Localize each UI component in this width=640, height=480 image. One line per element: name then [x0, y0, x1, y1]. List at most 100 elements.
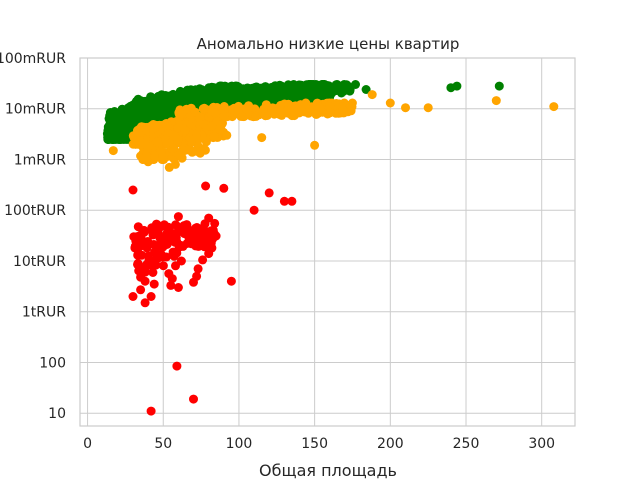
low-point: [491, 96, 501, 106]
anomaly-point: [140, 298, 150, 308]
x-tick-label: 50: [154, 436, 172, 452]
low-point: [347, 102, 357, 112]
normal-point: [219, 87, 229, 97]
y-tick-label: 1tRUR: [22, 305, 66, 321]
anomaly-point: [173, 283, 183, 292]
normal-point: [494, 81, 504, 91]
data-points: [102, 80, 559, 416]
anomaly-point: [133, 258, 143, 268]
low-point: [173, 123, 183, 133]
anomaly-point: [146, 292, 156, 301]
low-point: [276, 107, 286, 117]
low-point: [237, 112, 247, 121]
normal-point: [238, 88, 248, 98]
anomaly-point: [158, 261, 168, 271]
anomaly-point: [198, 255, 208, 265]
plot-frame: [79, 57, 576, 427]
normal-point: [302, 82, 312, 92]
low-point: [242, 104, 252, 114]
anomaly-point: [192, 235, 202, 245]
y-tick-label: 10mRUR: [5, 102, 66, 118]
low-point: [209, 131, 219, 141]
anomaly-point: [172, 361, 182, 371]
chart-title: Аномально низкие цены квартир: [197, 35, 460, 53]
normal-point: [118, 134, 128, 144]
low-point: [222, 130, 232, 140]
y-tick-label: 10: [48, 406, 66, 422]
anomaly-point: [155, 233, 165, 243]
low-point: [310, 140, 320, 150]
anomaly-point: [226, 276, 236, 286]
anomaly-point: [128, 185, 138, 195]
anomaly-point: [287, 196, 297, 206]
low-point: [251, 111, 261, 121]
anomaly-point: [142, 243, 152, 253]
x-tick-labels: 0 50 100 150 200 250 300: [83, 436, 555, 452]
x-tick-label: 150: [301, 436, 328, 452]
anomaly-point: [187, 226, 196, 236]
anomaly-point: [140, 276, 150, 286]
low-point: [162, 122, 172, 132]
low-point: [289, 111, 299, 121]
anomaly-point: [150, 247, 160, 257]
low-point: [267, 104, 277, 114]
anomaly-point: [146, 260, 156, 270]
x-axis-label: Общая площадь: [259, 461, 397, 480]
y-tick-label: 10tRUR: [13, 254, 66, 270]
normal-point: [256, 83, 266, 93]
normal-point: [343, 81, 353, 91]
anomaly-point: [150, 225, 160, 235]
low-point: [143, 144, 153, 154]
normal-point: [103, 134, 113, 144]
anomaly-point: [171, 220, 181, 230]
x-tick-label: 200: [377, 436, 404, 452]
low-point: [180, 125, 190, 135]
low-point: [298, 100, 308, 110]
normal-point: [165, 109, 175, 119]
low-point: [152, 137, 162, 147]
y-tick-label: 100: [39, 355, 66, 371]
normal-point: [294, 84, 304, 94]
low-point: [314, 102, 324, 112]
low-point: [192, 129, 202, 139]
anomaly-point: [201, 181, 211, 191]
anomaly-point: [128, 292, 138, 301]
anomaly-point: [136, 285, 146, 295]
anomaly-point: [176, 256, 186, 266]
normal-point: [285, 89, 295, 99]
anomaly-point: [173, 212, 183, 222]
low-point: [199, 119, 208, 129]
normal-point: [103, 125, 113, 135]
normal-point: [309, 87, 319, 97]
y-tick-labels: 10 100 1tRUR 10tRUR 100tRUR 1mRUR 10mRUR 100mRU…: [0, 51, 66, 422]
anomaly-point: [176, 240, 186, 250]
y-tick-label: 100mRUR: [0, 51, 66, 67]
x-tick-label: 0: [83, 436, 92, 452]
normal-point: [452, 81, 462, 91]
normal-point: [134, 109, 144, 119]
anomaly-point: [219, 183, 229, 193]
normal-point: [187, 92, 197, 102]
low-point: [201, 137, 211, 147]
x-tick-label: 100: [226, 436, 253, 452]
anomaly-point: [207, 230, 217, 240]
low-point: [133, 127, 143, 137]
normal-point: [140, 115, 150, 125]
low-point: [259, 104, 269, 114]
low-point: [108, 146, 118, 156]
low-point: [177, 109, 187, 119]
normal-point: [245, 91, 255, 101]
low-point: [401, 103, 410, 113]
low-point: [287, 102, 297, 112]
low-point: [311, 109, 321, 119]
low-point: [549, 102, 559, 112]
anomaly-point: [167, 274, 177, 284]
anomaly-point: [133, 222, 143, 232]
anomaly-point: [192, 271, 202, 281]
low-point: [187, 136, 196, 146]
anomaly-point: [204, 213, 214, 223]
normal-point: [151, 94, 161, 104]
low-point: [179, 146, 189, 156]
anomaly-point: [164, 224, 174, 234]
